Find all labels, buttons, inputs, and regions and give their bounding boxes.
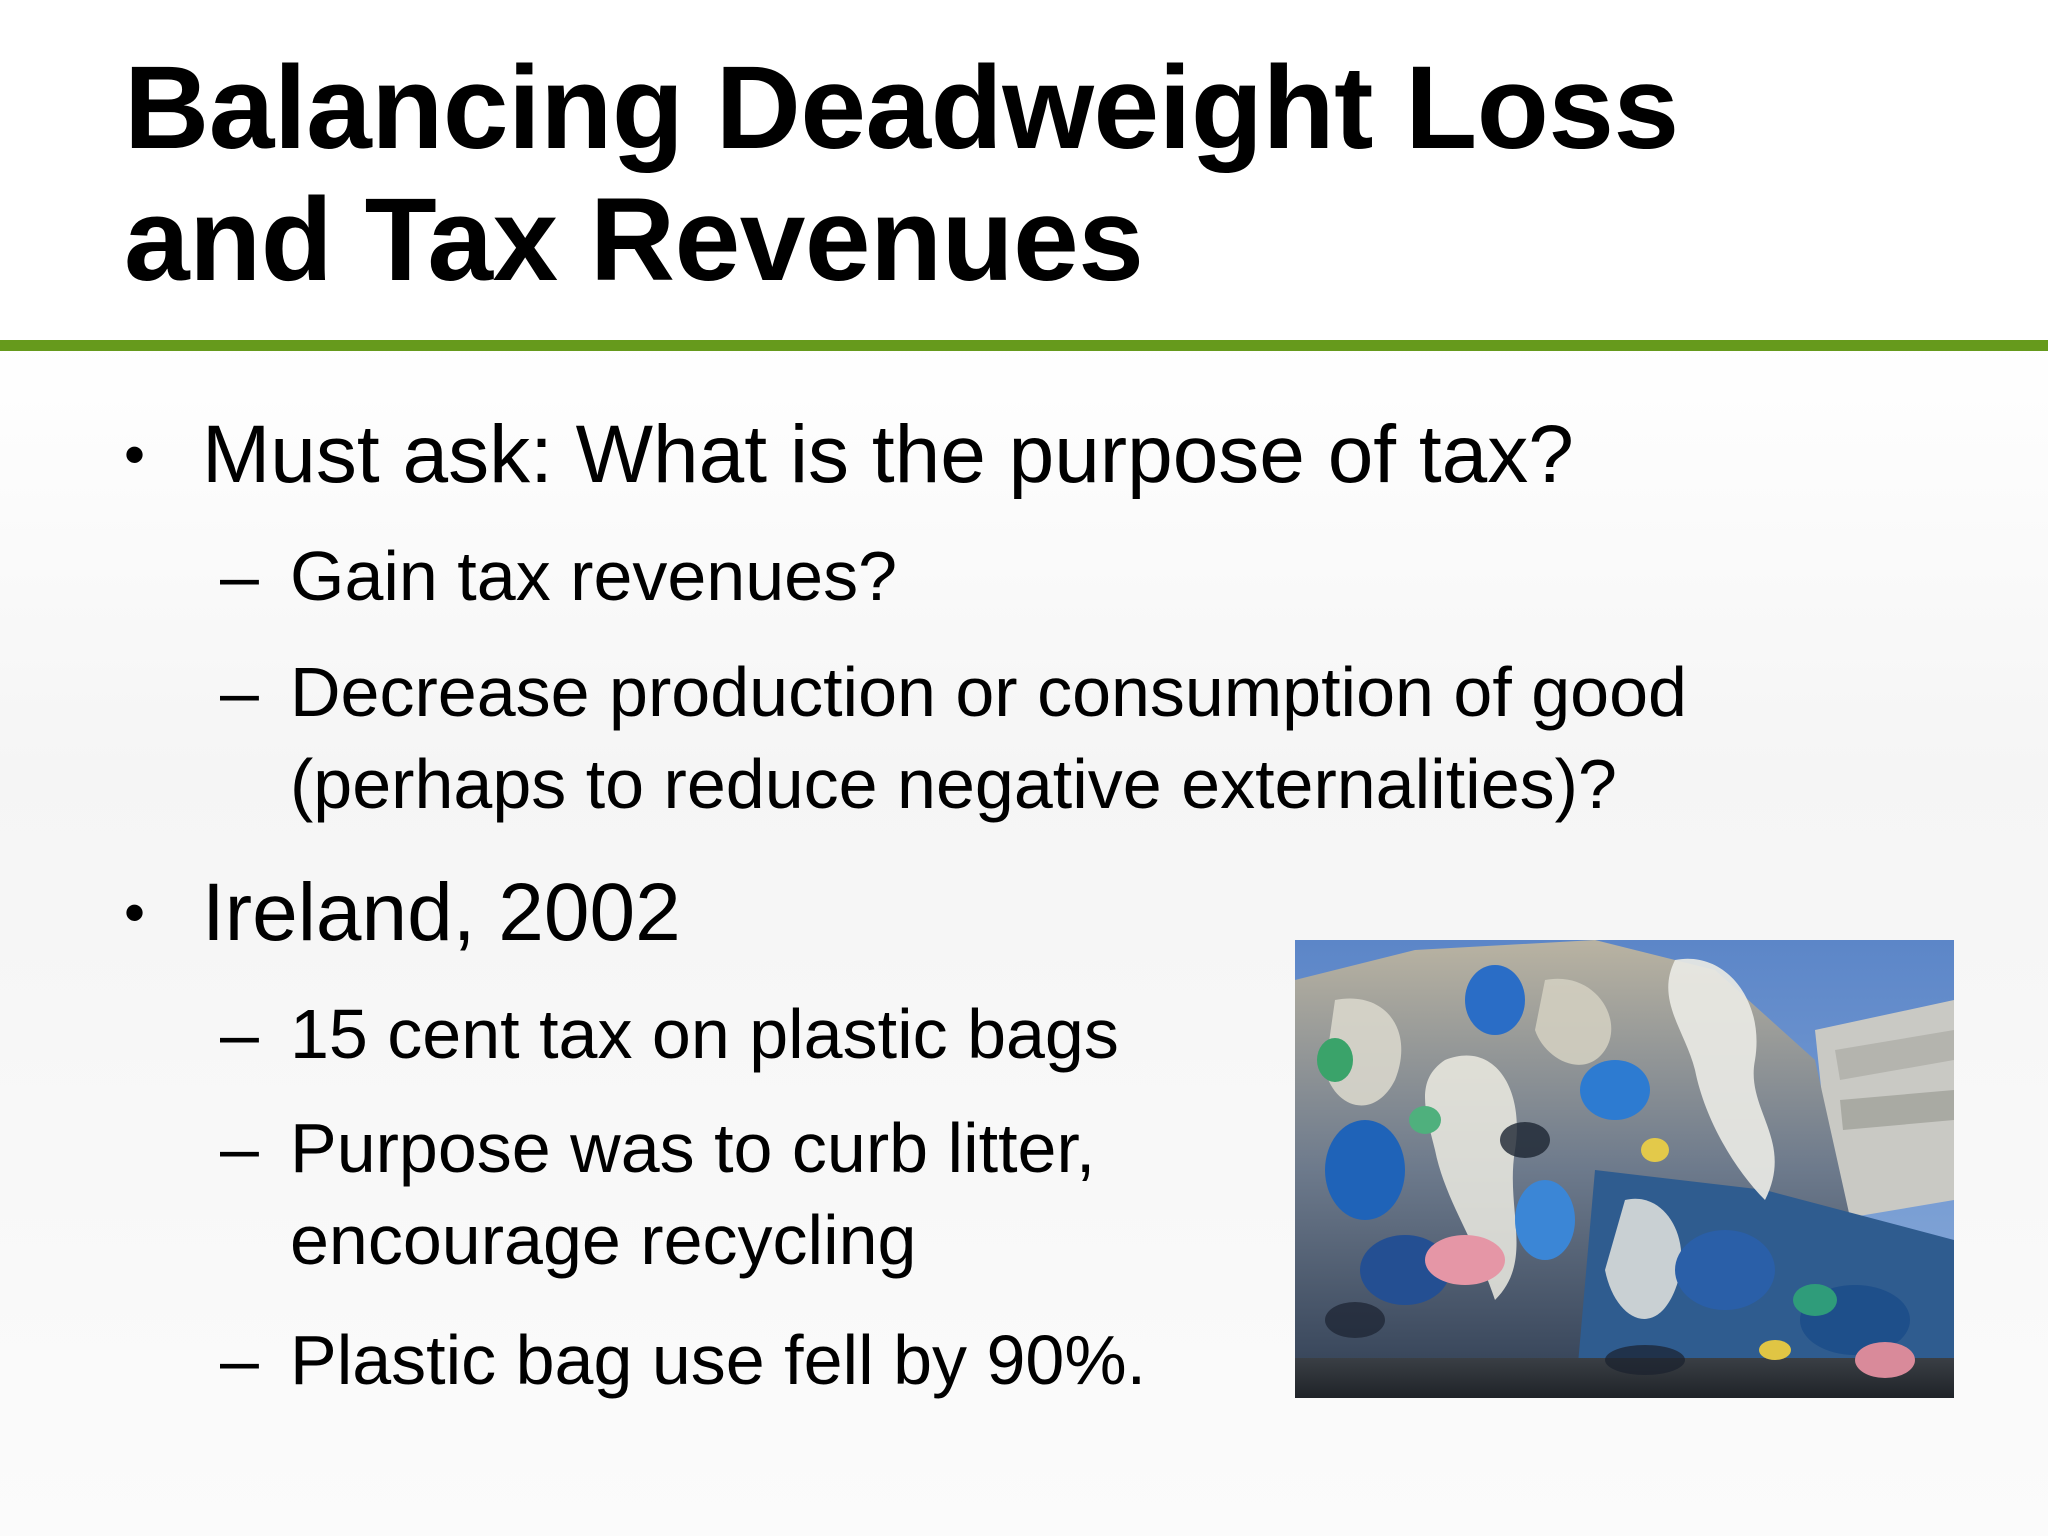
- title-line-1: Balancing Deadweight Loss: [124, 42, 1679, 174]
- sub-bullet-text: Plastic bag use fell by 90%.: [290, 1321, 1147, 1399]
- plastic-bags-bale-photo: [1295, 940, 1954, 1398]
- sub-bullet-marker: –: [220, 537, 259, 615]
- sub-bullet-item: – Decrease production or consumption of …: [220, 646, 1687, 830]
- title-divider: [0, 340, 2048, 351]
- sub-bullet-text: 15 cent tax on plastic bags: [290, 995, 1119, 1073]
- title-line-2: and Tax Revenues: [124, 174, 1144, 307]
- sub-bullet-item: – Plastic bag use fell by 90%.: [220, 1314, 1146, 1406]
- bullet-text: Ireland, 2002: [202, 867, 681, 958]
- sub-bullet-item: – Purpose was to curb litter, encourage …: [220, 1102, 1095, 1286]
- bullet-item: • Must ask: What is the purpose of tax?: [124, 414, 1574, 496]
- sub-bullet-marker: –: [220, 1109, 259, 1187]
- sub-bullet-item: – Gain tax revenues?: [220, 530, 897, 622]
- sub-bullet-marker: –: [220, 1321, 259, 1399]
- sub-bullet-text: Gain tax revenues?: [290, 537, 898, 615]
- sub-bullet-item: – 15 cent tax on plastic bags: [220, 988, 1119, 1080]
- bullet-item: • Ireland, 2002: [124, 872, 681, 954]
- bullet-marker: •: [124, 879, 146, 946]
- sub-bullet-marker: –: [220, 653, 259, 731]
- sub-bullet-marker: –: [220, 995, 259, 1073]
- sub-bullet-text: Purpose was to curb litter, encourage re…: [290, 1109, 1096, 1279]
- bullet-text: Must ask: What is the purpose of tax?: [202, 409, 1574, 500]
- sub-bullet-text: Decrease production or consumption of go…: [290, 653, 1687, 823]
- bullet-marker: •: [124, 421, 146, 488]
- slide-title: Balancing Deadweight Loss and Tax Revenu…: [124, 42, 1924, 306]
- photo-illustration: [1295, 940, 1954, 1398]
